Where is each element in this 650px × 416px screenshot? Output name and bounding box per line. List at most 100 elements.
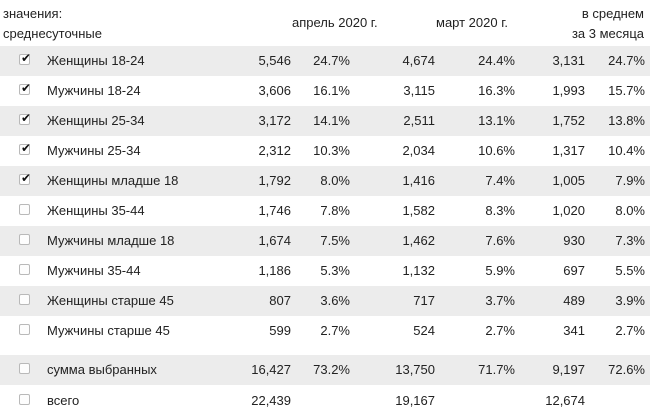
march-percent: 71.7%: [478, 362, 515, 377]
checkmark-icon: ✔: [21, 141, 32, 155]
average-value: 3,131: [552, 53, 585, 68]
average-percent: 13.8%: [608, 113, 645, 128]
row-checkbox[interactable]: [19, 294, 30, 305]
march-value: 717: [413, 293, 435, 308]
average-column-header: в среднем за 3 месяца: [572, 4, 644, 44]
average-value: 1,317: [552, 143, 585, 158]
table-row: Мужчины 35-44 1,186 5.3% 1,132 5.9% 697 5.5%: [0, 256, 650, 286]
april-value: 1,792: [258, 173, 291, 188]
march-value: 1,462: [402, 233, 435, 248]
april-value: 1,186: [258, 263, 291, 278]
march-percent: 2.7%: [485, 323, 515, 338]
row-label: Женщины 35-44: [47, 203, 145, 218]
table-row: Женщины 35-44 1,746 7.8% 1,582 8.3% 1,020 8.0%: [0, 196, 650, 226]
march-value: 3,115: [403, 83, 435, 98]
row-label: Женщины 25-34: [47, 113, 145, 128]
april-value: 3,606: [258, 83, 291, 98]
march-value: 524: [413, 323, 435, 338]
march-percent: 3.7%: [485, 293, 515, 308]
april-value: 2,312: [258, 143, 291, 158]
average-percent: 10.4%: [608, 143, 645, 158]
average-value: 930: [563, 233, 585, 248]
checkmark-icon: ✔: [21, 81, 32, 95]
april-percent: 73.2%: [313, 362, 350, 377]
average-percent: 8.0%: [615, 203, 645, 218]
march-percent: 7.6%: [485, 233, 515, 248]
average-percent: 5.5%: [615, 263, 645, 278]
average-percent: 2.7%: [615, 323, 645, 338]
table-row: ✔ Женщины 25-34 3,172 14.1% 2,511 13.1% 1,752 1…: [0, 106, 650, 136]
row-checkbox[interactable]: [19, 264, 30, 275]
april-column-header: апрель 2020 г.: [292, 15, 378, 30]
row-checkbox[interactable]: [19, 394, 30, 405]
table-header: значения: среднесуточные апрель 2020 г. …: [0, 0, 650, 46]
row-checkbox[interactable]: [19, 234, 30, 245]
row-checkbox[interactable]: ✔: [19, 51, 32, 65]
march-percent: 7.4%: [485, 173, 515, 188]
march-column-header: март 2020 г.: [436, 15, 508, 30]
table-row: ✔ Женщины 18-24 5,546 24.7% 4,674 24.4% 3,131 2…: [0, 46, 650, 76]
row-label: Мужчины старше 45: [47, 323, 170, 338]
average-header-line1: в среднем: [581, 6, 644, 21]
values-header-line1: значения:: [3, 6, 63, 21]
row-checkbox[interactable]: ✔: [19, 171, 32, 185]
table-row: Мужчины младше 18 1,674 7.5% 1,462 7.6% 930 7.…: [0, 226, 650, 256]
march-value: 4,674: [402, 53, 435, 68]
row-label: всего: [47, 393, 80, 408]
checkmark-icon: ✔: [21, 51, 32, 65]
april-value: 22,439: [251, 393, 291, 408]
march-value: 2,511: [403, 113, 435, 128]
row-label: Женщины младше 18: [47, 173, 179, 188]
april-percent: 10.3%: [313, 143, 350, 158]
april-percent: 3.6%: [320, 293, 350, 308]
average-value: 697: [563, 263, 585, 278]
march-percent: 5.9%: [485, 263, 515, 278]
total-row: всего 22,439 19,167 12,674: [0, 386, 650, 416]
table-row: ✔ Мужчины 25-34 2,312 10.3% 2,034 10.6% 1,317 1…: [0, 136, 650, 166]
row-label: Женщины старше 45: [47, 293, 174, 308]
values-header: значения: среднесуточные: [3, 4, 102, 44]
average-percent: 3.9%: [615, 293, 645, 308]
row-checkbox[interactable]: ✔: [19, 141, 32, 155]
row-label: сумма выбранных: [47, 362, 157, 377]
april-percent: 7.8%: [320, 203, 350, 218]
average-value: 489: [563, 293, 585, 308]
row-label: Мужчины 25-34: [47, 143, 141, 158]
april-value: 1,746: [258, 203, 291, 218]
march-percent: 24.4%: [478, 53, 515, 68]
row-checkbox[interactable]: ✔: [19, 111, 31, 125]
average-value: 1,752: [552, 113, 585, 128]
row-label: Женщины 18-24: [47, 53, 145, 68]
row-label: Мужчины 35-44: [47, 263, 141, 278]
april-value: 1,674: [258, 233, 291, 248]
april-value: 5,546: [258, 53, 291, 68]
april-value: 16,427: [251, 362, 291, 377]
table-row: Женщины старше 45 807 3.6% 717 3.7% 489 3.9%: [0, 286, 650, 316]
april-percent: 14.1%: [313, 113, 350, 128]
march-percent: 13.1%: [478, 113, 515, 128]
row-checkbox[interactable]: [19, 204, 30, 215]
average-header-line2: за 3 месяца: [571, 26, 644, 41]
row-checkbox[interactable]: [19, 324, 30, 335]
table-row: ✔ Мужчины 18-24 3,606 16.1% 3,115 16.3% 1,993 1…: [0, 76, 650, 106]
row-checkbox[interactable]: ✔: [19, 81, 32, 95]
april-value: 807: [269, 293, 291, 308]
row-checkbox[interactable]: [19, 363, 30, 374]
values-header-line2: среднесуточные: [3, 26, 102, 41]
march-value: 2,034: [402, 143, 435, 158]
table-row: Мужчины старше 45 599 2.7% 524 2.7% 341 2.7%: [0, 316, 650, 346]
april-percent: 7.5%: [320, 233, 350, 248]
april-percent: 16.1%: [313, 83, 350, 98]
checkmark-icon: ✔: [21, 171, 32, 185]
row-label: Мужчины младше 18: [47, 233, 175, 248]
average-percent: 7.9%: [615, 173, 645, 188]
march-percent: 8.3%: [485, 203, 515, 218]
average-value: 341: [563, 323, 585, 338]
average-value: 1,020: [552, 203, 585, 218]
row-label: Мужчины 18-24: [47, 83, 141, 98]
average-value: 9,197: [552, 362, 585, 377]
summary-row: сумма выбранных 16,427 73.2% 13,750 71.7% 9,1…: [0, 355, 650, 385]
march-percent: 16.3%: [478, 83, 515, 98]
march-value: 19,167: [395, 393, 435, 408]
